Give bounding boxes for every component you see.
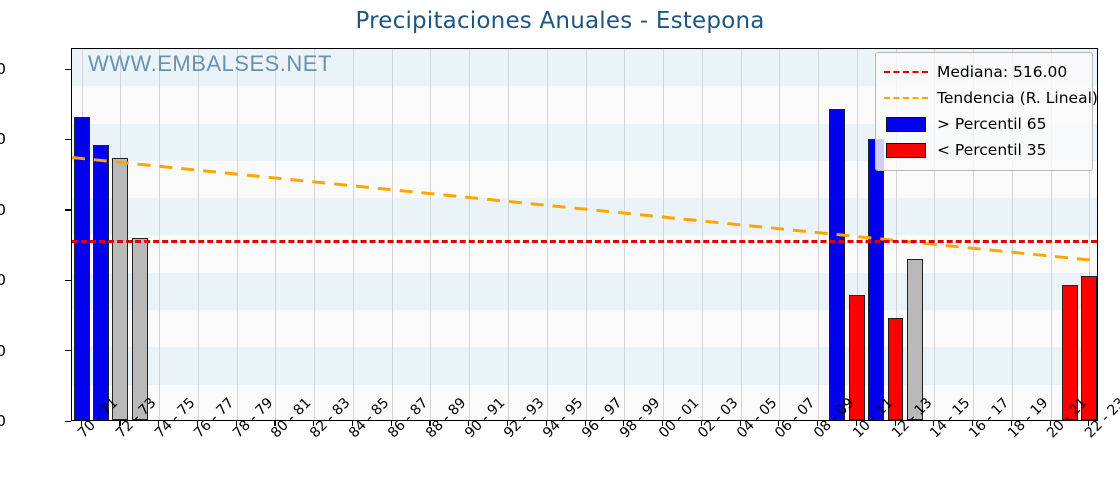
x-tick-mark xyxy=(274,421,276,426)
bar-09-10 xyxy=(829,108,846,420)
gridline-vertical xyxy=(237,49,238,420)
bar-10-11 xyxy=(848,295,865,420)
gridline-vertical xyxy=(663,49,664,420)
legend-key-icon xyxy=(884,64,928,80)
gridline-vertical xyxy=(934,49,935,420)
x-tick-mark xyxy=(196,421,199,426)
x-tick-mark xyxy=(313,421,315,426)
y-tick-mark xyxy=(65,350,71,352)
legend-key-icon xyxy=(884,142,928,158)
gridline-vertical xyxy=(779,49,780,420)
y-tick-label: 800 xyxy=(0,130,6,149)
x-tick-mark xyxy=(700,421,702,426)
gridline-vertical xyxy=(896,49,897,420)
gridline-vertical xyxy=(469,49,470,420)
chart-legend: Mediana: 516.00 Tendencia (R. Lineal) > Pe… xyxy=(875,52,1098,171)
gridline-vertical xyxy=(353,49,354,420)
background-band xyxy=(72,347,1097,385)
x-tick-mark xyxy=(855,421,857,426)
legend-key-icon xyxy=(884,116,928,132)
bar-73-74 xyxy=(131,238,148,420)
median-line xyxy=(72,240,1097,244)
x-tick-mark xyxy=(351,421,354,426)
watermark-text: WWW.EMBALSES.NET xyxy=(88,51,332,76)
gridline-vertical xyxy=(392,49,393,420)
x-tick-mark xyxy=(662,421,664,426)
x-tick-mark xyxy=(390,421,392,426)
legend-item[interactable]: Mediana: 516.00 xyxy=(884,59,1084,85)
legend-label: Tendencia (R. Lineal) xyxy=(937,89,1098,107)
legend-label: Mediana: 516.00 xyxy=(937,63,1068,81)
x-tick-mark xyxy=(158,421,160,426)
y-tick-label: 1000 xyxy=(0,60,6,79)
x-tick-mark xyxy=(739,421,741,426)
gridline-vertical xyxy=(624,49,625,420)
y-tick-mark xyxy=(65,420,71,422)
gridline-vertical xyxy=(1012,49,1013,420)
y-tick-label: 400 xyxy=(0,271,6,290)
legend-label: > Percentil 65 xyxy=(937,115,1047,133)
legend-item[interactable]: > Percentil 65 xyxy=(884,111,1084,137)
bar-72-73 xyxy=(112,157,129,420)
bar-13-14 xyxy=(906,259,923,420)
page-title: Precipitaciones Anuales - Estepona xyxy=(355,8,765,34)
gridline-vertical xyxy=(1089,49,1090,420)
x-tick-mark xyxy=(817,421,819,426)
legend-key-icon xyxy=(884,90,928,106)
gridline-vertical xyxy=(586,49,587,420)
x-tick-mark xyxy=(1049,421,1051,426)
y-tick-label: 600 xyxy=(0,200,6,219)
legend-item[interactable]: < Percentil 35 xyxy=(884,137,1084,163)
gridline-vertical xyxy=(973,49,974,420)
gridline-vertical xyxy=(430,49,431,420)
x-tick-mark xyxy=(972,421,974,426)
x-tick-mark xyxy=(506,421,509,426)
gridline-vertical xyxy=(1051,49,1052,420)
y-tick-mark xyxy=(65,279,71,281)
bar-22-23 xyxy=(1081,275,1097,420)
y-tick-mark xyxy=(65,68,71,70)
bar-21-22 xyxy=(1061,285,1078,420)
x-tick-mark xyxy=(584,421,586,426)
y-tick-mark xyxy=(65,138,71,141)
gridline-vertical xyxy=(741,49,742,420)
legend-label: < Percentil 35 xyxy=(937,141,1047,159)
gridline-vertical xyxy=(198,49,199,420)
x-tick-mark xyxy=(468,421,470,426)
background-band xyxy=(72,198,1097,236)
x-tick-mark xyxy=(80,421,82,426)
background-band xyxy=(72,272,1097,311)
gridline-vertical xyxy=(857,49,858,420)
x-tick-mark xyxy=(894,421,896,426)
x-tick-mark xyxy=(778,421,780,426)
gridline-vertical xyxy=(508,49,509,420)
x-tick-mark xyxy=(545,421,547,426)
bar-12-13 xyxy=(887,317,904,420)
gridline-vertical xyxy=(275,49,276,420)
x-tick-mark xyxy=(119,421,121,426)
x-tick-mark xyxy=(1010,421,1012,426)
x-tick-mark xyxy=(429,421,431,426)
gridline-vertical xyxy=(314,49,315,420)
gridline-vertical xyxy=(818,49,819,420)
x-tick-mark xyxy=(623,421,625,426)
y-tick-label: 0 xyxy=(0,412,6,430)
x-tick-mark xyxy=(235,421,237,426)
gridline-vertical xyxy=(702,49,703,420)
legend-item[interactable]: Tendencia (R. Lineal) xyxy=(884,85,1098,111)
x-tick-mark xyxy=(933,421,935,426)
gridline-vertical xyxy=(159,49,160,420)
trend-line xyxy=(72,156,1097,263)
gridline-vertical xyxy=(547,49,548,420)
y-tick-mark xyxy=(65,209,71,211)
bar-70-71 xyxy=(73,117,90,420)
bar-71-72 xyxy=(93,144,109,420)
y-tick-label: 200 xyxy=(0,341,6,360)
x-tick-mark xyxy=(1088,421,1090,426)
